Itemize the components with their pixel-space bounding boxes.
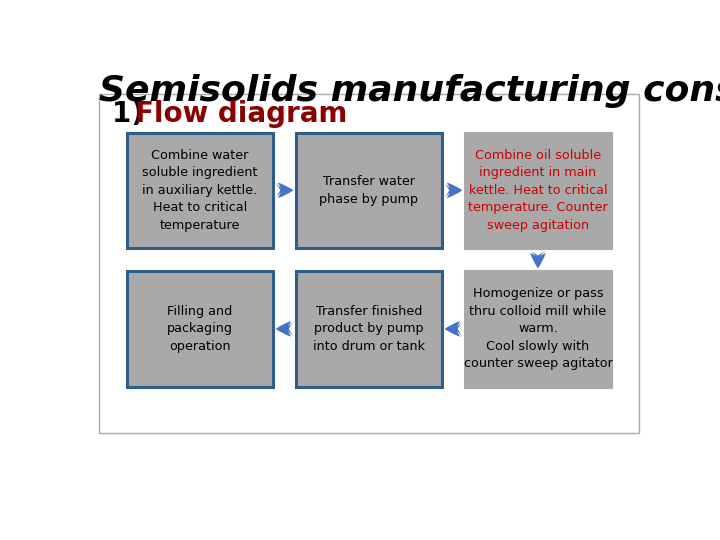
- FancyBboxPatch shape: [465, 132, 611, 248]
- Text: Combine oil soluble
ingredient in main
kettle. Heat to critical
temperature. Cou: Combine oil soluble ingredient in main k…: [468, 149, 608, 232]
- FancyBboxPatch shape: [296, 132, 442, 248]
- FancyBboxPatch shape: [296, 271, 442, 387]
- FancyBboxPatch shape: [99, 94, 639, 433]
- FancyBboxPatch shape: [465, 271, 611, 387]
- Text: Transfer water
phase by pump: Transfer water phase by pump: [320, 175, 418, 206]
- Text: Flow diagram: Flow diagram: [135, 100, 347, 128]
- Text: Filling and
packaging
operation: Filling and packaging operation: [167, 305, 233, 353]
- Text: Homogenize or pass
thru colloid mill while
warm.
Cool slowly with
counter sweep : Homogenize or pass thru colloid mill whi…: [464, 287, 613, 370]
- Text: Transfer finished
product by pump
into drum or tank: Transfer finished product by pump into d…: [313, 305, 425, 353]
- FancyBboxPatch shape: [127, 271, 273, 387]
- Text: 1): 1): [112, 100, 153, 128]
- FancyBboxPatch shape: [127, 132, 273, 248]
- Text: Combine water
soluble ingredient
in auxiliary kettle.
Heat to critical
temperatu: Combine water soluble ingredient in auxi…: [143, 149, 258, 232]
- Text: Semisolids manufacturing consideration: Semisolids manufacturing consideration: [99, 74, 720, 108]
